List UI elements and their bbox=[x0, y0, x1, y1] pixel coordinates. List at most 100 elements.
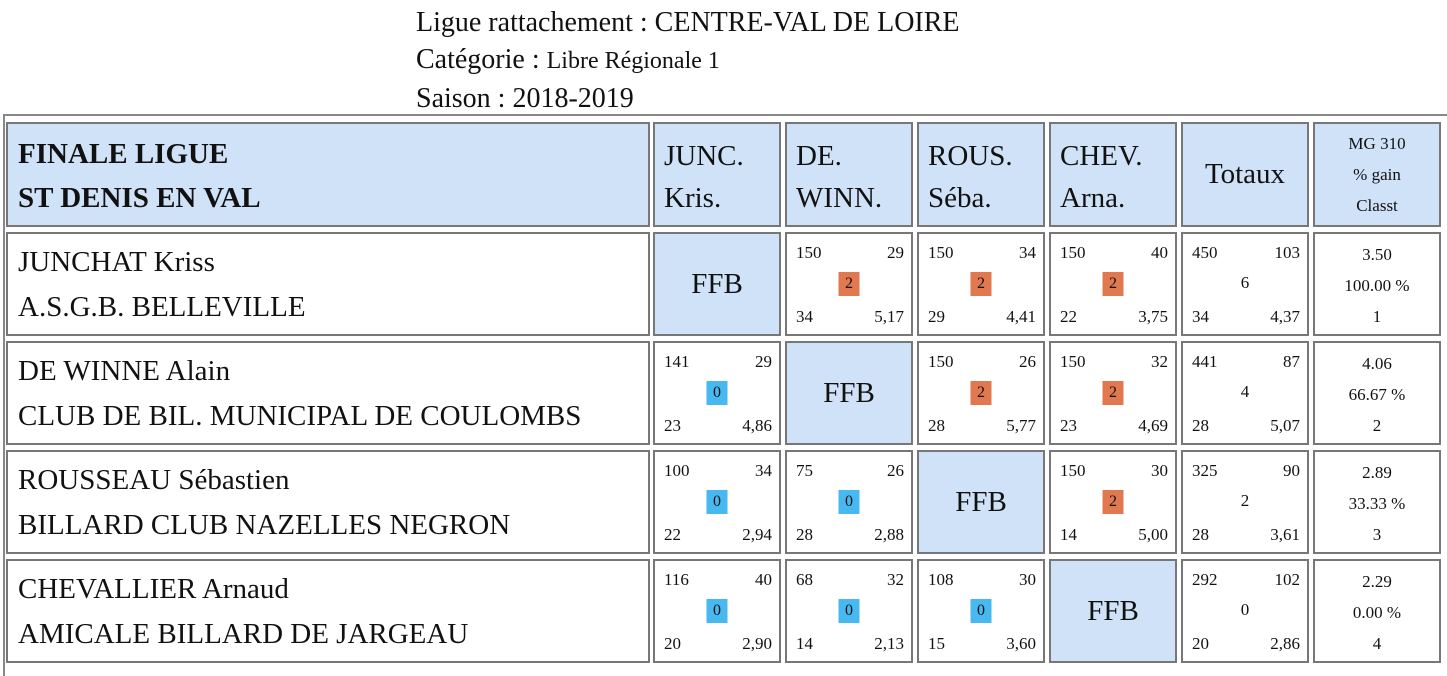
column-header-junc: JUNC. Kris. bbox=[653, 122, 781, 227]
match-cell: 150 40 2 22 3,75 bbox=[1049, 232, 1177, 336]
column-header-mg: MG 310 % gain Classt bbox=[1313, 122, 1441, 227]
match-points: 116 bbox=[664, 570, 689, 589]
gain-value: 0.00 % bbox=[1352, 603, 1402, 622]
column-header-line1: JUNC. bbox=[664, 140, 744, 172]
mg-cell: 2.89 33.33 % 3 bbox=[1313, 450, 1441, 554]
ffb-label: FFB bbox=[1087, 594, 1139, 627]
match-points-badge: 0 bbox=[838, 490, 860, 514]
classt-value: 1 bbox=[1372, 307, 1382, 326]
match-moyenne: 4,41 bbox=[1006, 307, 1036, 326]
column-header-line1: DE. bbox=[796, 140, 842, 172]
totals-cell: 450 103 6 34 4,37 bbox=[1181, 232, 1309, 336]
match-points: 141 bbox=[664, 352, 690, 371]
ligue-line: Ligue rattachement : CENTRE-VAL DE LOIRE bbox=[416, 7, 960, 38]
match-cell: 150 26 2 28 5,77 bbox=[917, 341, 1045, 445]
total-moyenne: 2,86 bbox=[1270, 634, 1300, 653]
match-reprises: 34 bbox=[755, 461, 772, 480]
match-moyenne: 2,94 bbox=[742, 525, 772, 544]
match-points: 150 bbox=[1060, 352, 1086, 371]
match-moyenne: 5,00 bbox=[1138, 525, 1168, 544]
mg-value: 3.50 bbox=[1362, 245, 1392, 264]
match-moyenne: 2,13 bbox=[874, 634, 904, 653]
ffb-label: FFB bbox=[823, 376, 875, 409]
total-moyenne: 3,61 bbox=[1270, 525, 1300, 544]
match-cell: 150 30 2 14 5,00 bbox=[1049, 450, 1177, 554]
match-serie: 28 bbox=[796, 525, 813, 544]
player-name: JUNCHAT Kriss bbox=[18, 246, 215, 278]
table-title-line2: ST DENIS EN VAL bbox=[18, 182, 261, 214]
match-serie: 34 bbox=[796, 307, 813, 326]
match-reprises: 32 bbox=[1151, 352, 1168, 371]
match-moyenne: 5,17 bbox=[874, 307, 904, 326]
match-points-badge: 2 bbox=[1102, 381, 1124, 405]
gain-value: 66.67 % bbox=[1348, 385, 1406, 404]
column-header-line2: Kris. bbox=[664, 182, 722, 214]
table-title-line1: FINALE LIGUE bbox=[18, 138, 229, 170]
column-header-line2: WINN. bbox=[796, 182, 883, 214]
match-moyenne: 4,86 bbox=[742, 416, 772, 435]
match-points-badge: 2 bbox=[970, 272, 992, 296]
mg-value: 2.29 bbox=[1362, 572, 1392, 591]
match-points-badge: 0 bbox=[706, 381, 728, 405]
match-points-badge: 2 bbox=[970, 381, 992, 405]
total-points: 450 bbox=[1192, 243, 1218, 262]
mg-header-line3: Classt bbox=[1356, 196, 1398, 215]
match-reprises: 30 bbox=[1151, 461, 1168, 480]
total-points: 292 bbox=[1192, 570, 1218, 589]
column-header-line2: Séba. bbox=[928, 182, 992, 214]
totals-cell: 325 90 2 28 3,61 bbox=[1181, 450, 1309, 554]
match-cell: 150 34 2 29 4,41 bbox=[917, 232, 1045, 336]
classt-value: 2 bbox=[1372, 416, 1382, 435]
results-table-frame bbox=[3, 114, 1447, 676]
player-cell: CHEVALLIER Arnaud AMICALE BILLARD DE JAR… bbox=[6, 559, 650, 663]
match-points: 68 bbox=[796, 570, 813, 589]
match-points-badge: 0 bbox=[706, 599, 728, 623]
match-reprises: 40 bbox=[755, 570, 772, 589]
match-serie: 15 bbox=[928, 634, 945, 653]
total-match-points: 6 bbox=[1240, 273, 1250, 292]
match-serie: 29 bbox=[928, 307, 945, 326]
total-moyenne: 4,37 bbox=[1270, 307, 1300, 326]
player-name: CHEVALLIER Arnaud bbox=[18, 573, 289, 605]
self-match-cell: FFB bbox=[785, 341, 913, 445]
match-moyenne: 5,77 bbox=[1006, 416, 1036, 435]
match-reprises: 32 bbox=[887, 570, 904, 589]
total-points: 441 bbox=[1192, 352, 1218, 371]
match-moyenne: 3,60 bbox=[1006, 634, 1036, 653]
total-serie: 28 bbox=[1192, 525, 1209, 544]
match-points: 108 bbox=[928, 570, 954, 589]
total-match-points: 0 bbox=[1240, 600, 1250, 619]
match-serie: 23 bbox=[664, 416, 681, 435]
gain-value: 100.00 % bbox=[1344, 276, 1410, 295]
mg-header-line1: MG 310 bbox=[1348, 134, 1406, 153]
match-points: 150 bbox=[1060, 461, 1086, 480]
column-header-rous: ROUS. Séba. bbox=[917, 122, 1045, 227]
match-serie: 20 bbox=[664, 634, 681, 653]
match-cell: 100 34 0 22 2,94 bbox=[653, 450, 781, 554]
match-points: 150 bbox=[796, 243, 822, 262]
total-reprises: 87 bbox=[1283, 352, 1300, 371]
column-header-line1: ROUS. bbox=[928, 140, 1013, 172]
mg-cell: 4.06 66.67 % 2 bbox=[1313, 341, 1441, 445]
match-points: 100 bbox=[664, 461, 690, 480]
match-points-badge: 2 bbox=[1102, 272, 1124, 296]
total-points: 325 bbox=[1192, 461, 1218, 480]
page-header: Ligue rattachement : CENTRE-VAL DE LOIRE… bbox=[416, 4, 960, 117]
mg-header-line2: % gain bbox=[1353, 165, 1401, 184]
match-reprises: 26 bbox=[1019, 352, 1036, 371]
mg-value: 2.89 bbox=[1362, 463, 1392, 482]
player-name: ROUSSEAU Sébastien bbox=[18, 464, 290, 496]
total-serie: 20 bbox=[1192, 634, 1209, 653]
match-cell: 108 30 0 15 3,60 bbox=[917, 559, 1045, 663]
mg-cell: 2.29 0.00 % 4 bbox=[1313, 559, 1441, 663]
player-club: BILLARD CLUB NAZELLES NEGRON bbox=[18, 509, 511, 541]
match-moyenne: 2,88 bbox=[874, 525, 904, 544]
match-serie: 23 bbox=[1060, 416, 1077, 435]
match-reprises: 29 bbox=[755, 352, 772, 371]
match-serie: 28 bbox=[928, 416, 945, 435]
match-cell: 150 29 2 34 5,17 bbox=[785, 232, 913, 336]
match-serie: 22 bbox=[664, 525, 681, 544]
player-club: CLUB DE BIL. MUNICIPAL DE COULOMBS bbox=[18, 400, 582, 432]
classt-value: 3 bbox=[1372, 525, 1382, 544]
match-reprises: 40 bbox=[1151, 243, 1168, 262]
